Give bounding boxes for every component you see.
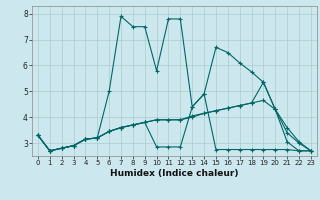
X-axis label: Humidex (Indice chaleur): Humidex (Indice chaleur): [110, 169, 239, 178]
